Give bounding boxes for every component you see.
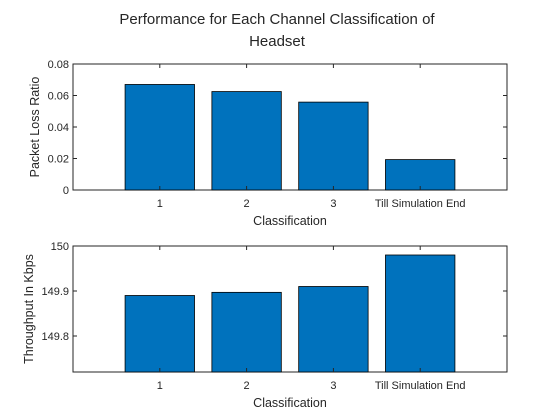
packet-loss-ytick-label: 0.04 <box>48 122 69 134</box>
packet-loss-xlabel: Classification <box>253 214 327 228</box>
figure-title-line1: Performance for Each Channel Classificat… <box>119 11 435 28</box>
throughput-bar <box>211 291 282 373</box>
throughput-xtick-label: 1 <box>157 380 163 392</box>
packet-loss-bar <box>298 101 369 191</box>
throughput-ytick-label: 149.8 <box>41 331 69 343</box>
packet-loss-bar <box>124 84 195 191</box>
throughput-xlabel: Classification <box>253 396 327 410</box>
throughput-xtick-label: Till Simulation End <box>375 380 466 392</box>
packet-loss-ytick-label: 0.08 <box>48 59 69 71</box>
throughput-ytick-label: 150 <box>51 241 69 253</box>
packet-loss-xtick-label: 3 <box>330 198 336 210</box>
throughput-xtick-label: 3 <box>330 380 336 392</box>
figure-title-line2: Headset <box>249 33 306 50</box>
packet-loss-ytick-label: 0.06 <box>48 91 69 103</box>
packet-loss-ylabel: Packet Loss Ratio <box>28 77 42 178</box>
throughput-bar <box>385 254 456 373</box>
packet-loss-axes: 0 0.02 0.04 0.06 0.08 1 2 3 Till Simulation End C… <box>28 59 508 228</box>
packet-loss-xtick-label: Till Simulation End <box>375 198 466 210</box>
packet-loss-ytick-label: 0.02 <box>48 154 69 166</box>
throughput-axes: 149.8 149.9 150 1 2 3 Till Simulation End Class… <box>22 241 508 410</box>
packet-loss-xtick-label: 2 <box>244 198 250 210</box>
packet-loss-ytick-label: 0 <box>63 185 69 197</box>
throughput-bar <box>124 295 195 373</box>
packet-loss-bar <box>385 159 456 191</box>
throughput-ytick-label: 149.9 <box>41 286 69 298</box>
throughput-xtick-label: 2 <box>244 380 250 392</box>
packet-loss-xtick-label: 1 <box>157 198 163 210</box>
throughput-bar <box>298 286 369 373</box>
packet-loss-bar <box>211 91 282 191</box>
throughput-ylabel: Throughput In Kbps <box>22 254 36 364</box>
